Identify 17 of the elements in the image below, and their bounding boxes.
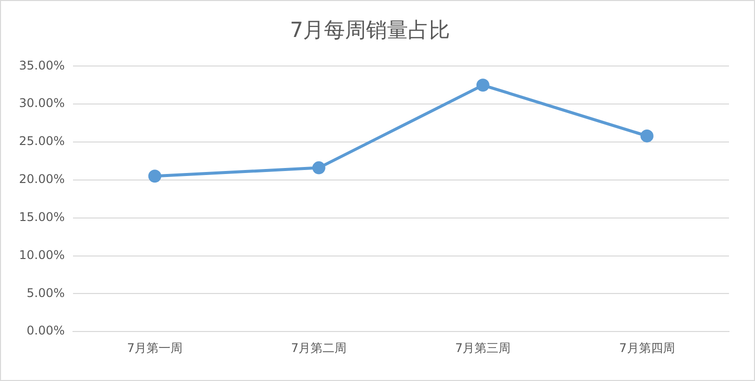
point bbox=[640, 129, 654, 142]
y-tick-label: 0.00% bbox=[26, 324, 65, 338]
y-tick-label: 10.00% bbox=[18, 248, 65, 262]
y-tick-label: 30.00% bbox=[18, 96, 65, 110]
x-tick-label: 7月第四周 bbox=[619, 340, 675, 355]
y-tick-label: 5.00% bbox=[26, 286, 65, 300]
y-tick-label: 15.00% bbox=[18, 210, 65, 224]
point bbox=[312, 161, 326, 174]
y-tick-label: 25.00% bbox=[18, 134, 65, 148]
x-tick-label: 7月第一周 bbox=[126, 340, 183, 355]
y-tick-label: 35.00% bbox=[18, 58, 65, 72]
x-tick-label: 7月第三周 bbox=[455, 340, 511, 355]
point bbox=[148, 170, 162, 183]
x-tick-label: 7月第二周 bbox=[291, 340, 347, 355]
y-tick-label: 20.00% bbox=[18, 172, 65, 186]
chart-title: 7月每周销量占比 bbox=[290, 18, 450, 42]
point bbox=[476, 78, 490, 92]
